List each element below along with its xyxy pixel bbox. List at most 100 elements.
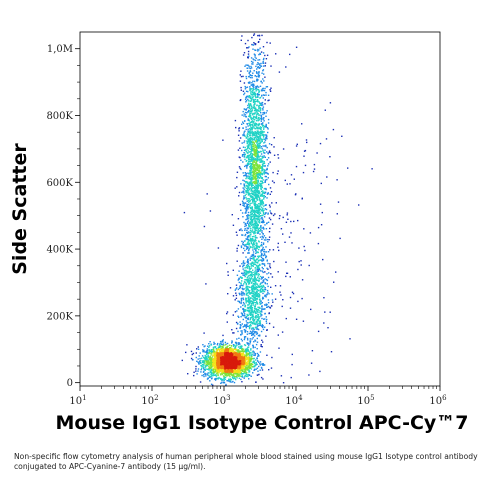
event-point (242, 122, 245, 125)
event-point (240, 330, 242, 332)
event-point (251, 282, 253, 284)
event-point (250, 156, 253, 158)
event-point (260, 302, 262, 305)
event-point (254, 150, 256, 153)
event-point (263, 128, 265, 130)
event-point (244, 364, 246, 366)
event-point (252, 358, 254, 360)
event-point (246, 204, 248, 207)
event-point (258, 91, 260, 94)
event-point (249, 289, 251, 292)
event-point (271, 276, 274, 278)
event-point (231, 373, 233, 376)
event-point (219, 368, 222, 370)
event-point (259, 110, 261, 112)
event-point (253, 200, 255, 202)
event-point (260, 65, 263, 67)
event-point (255, 123, 258, 126)
event-point (253, 360, 255, 362)
event-point (243, 264, 245, 266)
event-point (221, 372, 223, 374)
event-point (265, 228, 268, 230)
event-point (247, 252, 249, 254)
event-point (260, 344, 262, 346)
event-point (243, 185, 246, 187)
event-point (232, 349, 234, 351)
event-point (257, 216, 259, 219)
event-point (253, 323, 255, 325)
event-point (240, 89, 242, 91)
event-point (272, 301, 274, 303)
event-point (205, 351, 208, 353)
event-point (240, 183, 242, 185)
event-point (256, 205, 259, 207)
event-point (330, 351, 333, 353)
event-point (211, 361, 214, 363)
event-point (259, 301, 261, 304)
event-point (217, 378, 219, 380)
event-point (221, 352, 223, 354)
event-point (254, 255, 256, 258)
event-point (243, 336, 246, 338)
event-point (241, 369, 244, 372)
event-point (240, 375, 243, 377)
event-point (261, 214, 263, 217)
event-point (257, 314, 260, 316)
event-point (241, 340, 243, 342)
event-point (250, 160, 252, 162)
event-point (249, 207, 252, 210)
event-point (185, 351, 187, 354)
event-point (210, 370, 213, 372)
event-point (265, 278, 268, 281)
event-point (202, 360, 204, 362)
event-point (242, 179, 244, 181)
event-point (238, 351, 241, 353)
event-point (251, 296, 254, 298)
event-point (204, 372, 206, 375)
event-point (260, 330, 263, 333)
event-point (310, 362, 313, 364)
event-point (260, 190, 263, 193)
event-point (249, 360, 251, 363)
event-point (183, 211, 186, 214)
event-point (207, 372, 209, 374)
event-point (251, 247, 254, 249)
event-point (254, 284, 256, 286)
event-point (253, 222, 256, 225)
event-point (257, 319, 259, 321)
event-point (251, 208, 253, 210)
event-point (247, 181, 249, 184)
event-point (264, 208, 266, 210)
event-point (248, 154, 251, 157)
event-point (266, 151, 268, 153)
event-point (260, 80, 262, 82)
event-point (259, 174, 261, 177)
event-point (207, 352, 209, 355)
event-point (254, 98, 257, 101)
event-point (216, 372, 219, 374)
event-point (217, 374, 219, 377)
event-point (246, 148, 249, 150)
event-point (254, 203, 257, 205)
event-point (251, 154, 254, 156)
event-point (316, 152, 318, 154)
event-point (246, 190, 248, 192)
event-point (219, 340, 222, 343)
event-point (255, 236, 257, 239)
event-point (245, 198, 248, 200)
event-point (257, 93, 259, 95)
event-point (253, 241, 255, 244)
event-point (266, 138, 268, 140)
event-point (254, 238, 256, 241)
event-point (266, 172, 269, 175)
event-point (262, 221, 264, 224)
event-point (244, 372, 246, 374)
event-point (296, 143, 298, 145)
event-point (255, 222, 257, 224)
event-point (247, 291, 249, 293)
event-point (261, 314, 263, 316)
event-point (217, 368, 220, 370)
event-point (239, 265, 241, 267)
event-point (243, 359, 245, 361)
event-point (241, 155, 244, 157)
